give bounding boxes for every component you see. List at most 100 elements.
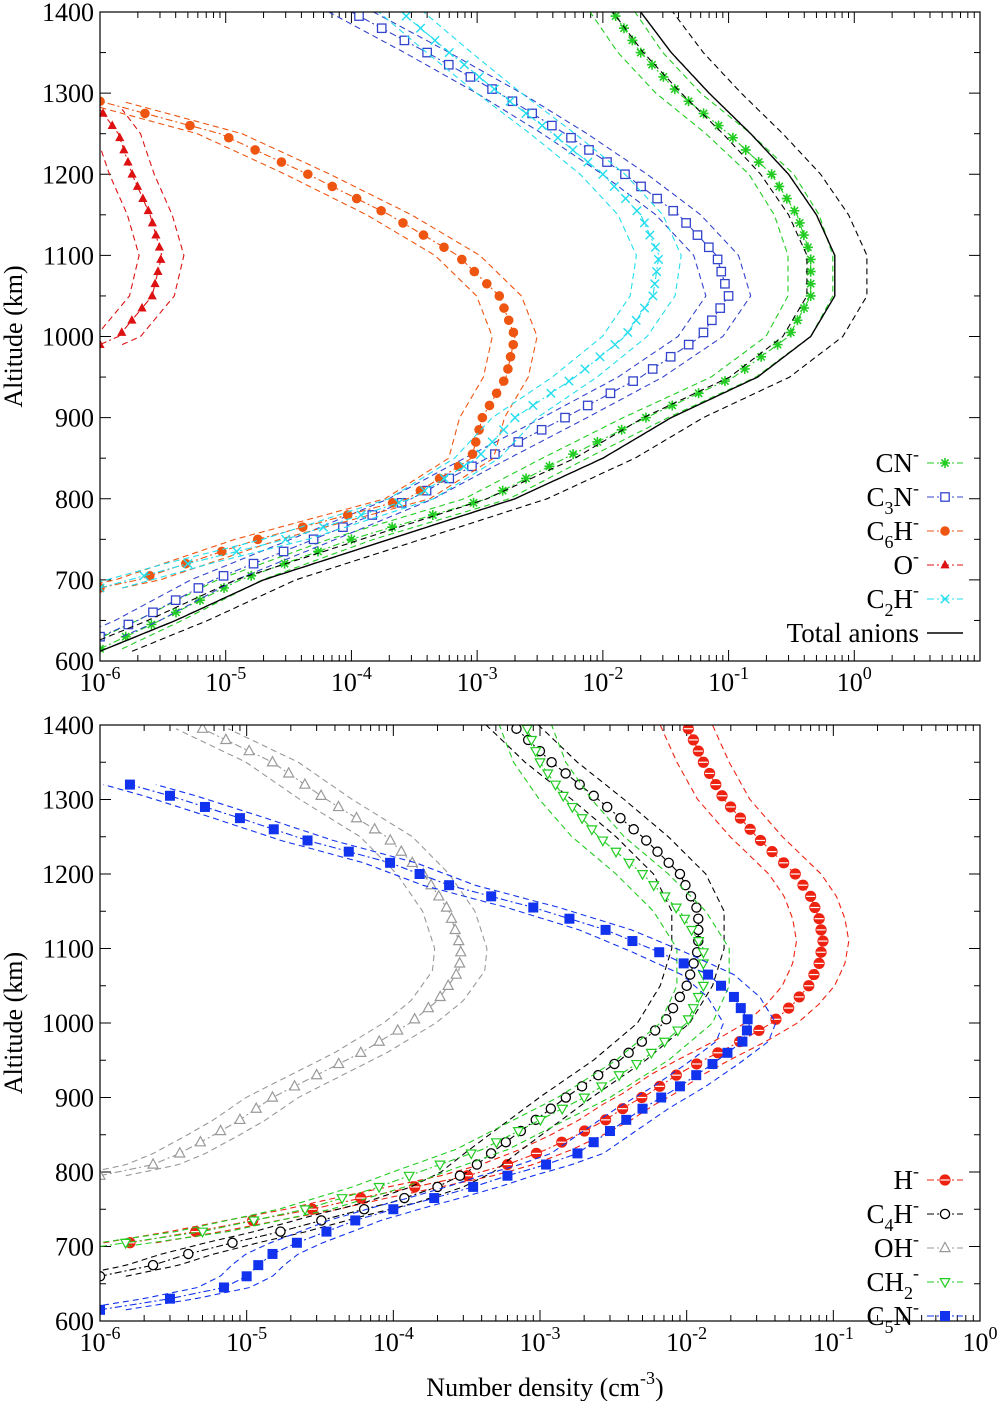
top-x-tick-label-base: 10 [80, 668, 106, 697]
bottom-series-3-point [623, 858, 636, 870]
bottom-series-1-point [684, 969, 696, 980]
bottom-series-2-point [350, 811, 363, 823]
top-series-2-point [470, 437, 481, 447]
bottom-series-3-point [534, 1115, 547, 1127]
bottom-series-2-point [408, 1012, 421, 1024]
top-series-0-point [616, 424, 627, 435]
bottom-x-tick-label-base: 10 [226, 1328, 252, 1357]
bottom-series-3-point [613, 1071, 625, 1082]
bottom-frame [99, 724, 981, 1322]
bottom-legend-entry-3-label-superscript: - [913, 1263, 919, 1283]
bottom-series-4-point [164, 790, 175, 801]
bottom-series-4-point [486, 891, 497, 902]
top-series-0-point [805, 278, 816, 289]
top-series-0-point [219, 582, 230, 593]
bottom-series-3-point [692, 937, 705, 948]
top-series-1-point [443, 59, 454, 70]
top-series-0-point [799, 303, 810, 314]
bottom-series-3-point [534, 758, 546, 769]
top-x-tick-label: 10-3 [457, 663, 498, 697]
top-series-3-point [127, 315, 137, 324]
bottom-series-3-point [687, 1004, 700, 1015]
top-legend-entry-2-label-subscript: 6 [885, 532, 894, 552]
top-legend-entry-5-label: Total anions [787, 618, 919, 648]
top-series-3-point [147, 217, 157, 227]
bottom-series-3-point [647, 881, 660, 892]
bottom-series-3-point [556, 1104, 569, 1116]
bottom-series-3-point [525, 735, 538, 747]
top-series-1-point [399, 35, 410, 46]
top-series-2-point [418, 230, 429, 240]
bottom-y-axis-title: Altitude (km) [0, 952, 28, 1094]
top-series-3-point [151, 229, 161, 239]
top-series-1-point [487, 84, 497, 94]
bottom-series-1-point [615, 812, 626, 824]
top-series-0-point [497, 485, 508, 496]
top-series-1-upper-bound [121, 12, 752, 638]
bottom-series-4-point [604, 1126, 615, 1137]
top-series-2-point [398, 218, 408, 228]
bottom-series-4-point [703, 969, 714, 980]
bottom-series-4-point [735, 1003, 746, 1014]
top-legend-entry-2-label: C6H- [866, 512, 919, 552]
top-series-1-point [536, 424, 547, 435]
bottom-series-3-point [557, 791, 570, 803]
bottom-series-3-point [578, 1093, 590, 1104]
top-x-tick-label-exponent: -2 [608, 663, 623, 683]
top-legend-entry-0-label: CN- [875, 444, 919, 478]
bottom-series-3-point [465, 1149, 478, 1160]
top-series-4-upper-bound [121, 12, 682, 589]
top-y-tick-label: 1400 [42, 0, 94, 27]
bottom-legend-entry-4-label-superscript: - [913, 1297, 919, 1317]
bottom-y-tick-label: 1100 [43, 935, 94, 964]
top-legend-entry-2-label-post: H [894, 516, 914, 546]
bottom-series-1-point [641, 835, 652, 846]
top-series-3-point [119, 144, 129, 154]
top-series-0-point [658, 71, 669, 82]
top-series-0-point [568, 449, 579, 460]
bottom-series-1-point [471, 1159, 483, 1170]
top-y-tick-label: 1200 [42, 160, 94, 189]
top-x-tick-label-base: 10 [837, 668, 863, 697]
top-legend-entry-3-label-base: O [894, 550, 914, 580]
top-series-2-point [185, 120, 195, 131]
bottom-legend-entry-1-label-post: H [894, 1199, 914, 1229]
bottom-series-3-point [685, 925, 698, 937]
top-series-0-point [521, 473, 532, 484]
top-series-2-point [303, 169, 313, 180]
top-series-1-point [647, 364, 658, 374]
bottom-series-2-point [298, 777, 311, 789]
top-legend-entry-4-label: C2H- [866, 580, 919, 620]
bottom-series-3-point [672, 1026, 684, 1037]
bottom-series-2-point [332, 1057, 345, 1069]
bottom-x-tick-label: 100 [963, 1323, 998, 1357]
top-series-2-point [494, 291, 505, 301]
top-series-2-point [181, 558, 191, 569]
bottom-series-4-point [343, 846, 354, 857]
top-series-2-point [503, 315, 514, 326]
bottom-series-3-point [521, 725, 533, 736]
bottom-series-2-point [219, 733, 232, 745]
top-series-0-point [618, 23, 629, 34]
top-legend-entry-1-label-superscript: - [913, 478, 919, 498]
bottom-series-4-point [737, 1036, 748, 1047]
top-series-4-point [645, 230, 655, 240]
bottom-series-1-point [649, 1025, 661, 1036]
bottom-series-4-point [637, 1103, 648, 1114]
top-series-2-point [223, 132, 234, 143]
top-series-0-point [740, 144, 751, 155]
bottom-x-tick-label-exponent: -3 [546, 1323, 561, 1343]
top-series-3-point [100, 339, 105, 349]
top-series-1-point [507, 96, 518, 107]
top-series-1-point [148, 607, 158, 618]
top-legend-entry-3-marker [940, 559, 950, 569]
bottom-series-4-point [741, 1025, 752, 1036]
top-series-2-point [469, 266, 480, 277]
top-series-4-point [356, 510, 366, 520]
top-series-0-point [693, 388, 704, 399]
bottom-legend-entry-3-marker [939, 1278, 951, 1289]
bottom-series-4-lower-bound [100, 784, 724, 1307]
bottom-series-3-point [529, 747, 542, 758]
top-series-1-point [712, 254, 723, 265]
bottom-series-4-point [241, 1271, 252, 1282]
